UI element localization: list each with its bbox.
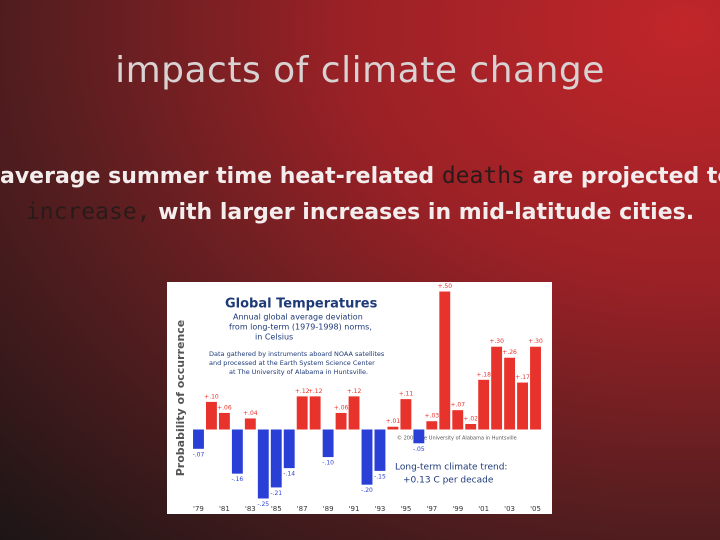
value-label: -.05 <box>413 446 425 453</box>
value-label: +.50 <box>437 283 452 290</box>
value-label: -.25 <box>257 501 269 508</box>
x-tick-label: '01 <box>478 505 489 513</box>
bar <box>387 426 399 430</box>
value-label: +.26 <box>502 349 517 356</box>
value-label: -.14 <box>283 471 295 478</box>
value-label: +.02 <box>463 415 478 422</box>
value-label: +.06 <box>334 404 349 411</box>
bar <box>231 429 243 474</box>
bar <box>348 396 360 430</box>
bar <box>296 396 308 430</box>
value-label: -.15 <box>374 473 386 480</box>
x-tick-label: '79 <box>193 505 204 513</box>
value-label: +.12 <box>347 388 362 395</box>
value-label: +.04 <box>243 410 258 417</box>
x-tick-label: '91 <box>349 505 360 513</box>
chart: Probability of occurrence Global Tempera… <box>167 282 552 514</box>
body-line: increase, with larger increases in mid-l… <box>0 199 720 225</box>
x-tick-label: '93 <box>375 505 386 513</box>
bar <box>400 399 412 430</box>
value-label: +.12 <box>295 388 310 395</box>
bar <box>452 410 464 430</box>
value-label: -.16 <box>232 476 244 483</box>
chart-note: and processed at the Earth System Scienc… <box>209 359 375 367</box>
slide-title: impacts of climate change <box>115 50 605 91</box>
value-label: +.12 <box>308 388 323 395</box>
bar <box>465 423 477 430</box>
bar <box>218 412 230 430</box>
chart-subtitle: from long-term (1979-1998) norms, <box>229 323 372 332</box>
body-text: are projected to <box>524 164 720 189</box>
copyright: © 2003 The University of Alabama in Hunt… <box>397 435 517 442</box>
bar <box>361 429 373 485</box>
chart-subtitle: Annual global average deviation <box>233 313 363 322</box>
bar <box>322 429 334 458</box>
value-label: -.21 <box>270 490 282 497</box>
value-label: +.30 <box>489 338 504 345</box>
x-tick-label: '85 <box>271 505 282 513</box>
bar <box>478 379 490 430</box>
x-tick-label: '97 <box>426 505 437 513</box>
body-emphasis: increase, <box>25 199 151 225</box>
x-tick-label: '95 <box>400 505 411 513</box>
value-label: +.17 <box>515 374 530 381</box>
bar <box>517 382 528 430</box>
bar <box>257 429 269 499</box>
value-label: -.10 <box>322 460 334 467</box>
chart-title: Global Temperatures <box>225 297 378 312</box>
x-tick-label: '03 <box>504 505 515 513</box>
chart-note: Data gathered by instruments aboard NOAA… <box>209 350 385 358</box>
trend-note: Long-term climate trend: <box>395 463 507 473</box>
value-label: +.07 <box>450 402 465 409</box>
value-label: -.20 <box>361 487 373 494</box>
bar <box>283 429 295 469</box>
value-label: +.01 <box>386 418 401 425</box>
x-tick-label: '99 <box>452 505 463 513</box>
value-label: +.18 <box>476 371 491 378</box>
bar <box>504 357 516 430</box>
bar <box>244 418 256 430</box>
x-tick-label: '87 <box>297 505 308 513</box>
value-label: +.10 <box>204 393 219 400</box>
x-tick-label: '83 <box>245 505 256 513</box>
bar <box>491 346 503 430</box>
bar <box>206 401 217 430</box>
bar <box>413 429 425 444</box>
bar <box>309 396 321 430</box>
body-text: with larger increases in mid-latitude ci… <box>150 200 695 225</box>
chart-subtitle: in Celsius <box>255 333 293 342</box>
bar <box>439 291 451 430</box>
bar <box>335 412 347 430</box>
x-tick-label: '81 <box>219 505 230 513</box>
value-label: +.30 <box>528 338 543 345</box>
value-label: -.07 <box>193 451 205 458</box>
trend-note: +0.13 C per decade <box>403 476 494 486</box>
body-emphasis: deaths <box>441 163 525 189</box>
bar <box>530 346 541 430</box>
bar <box>270 429 282 488</box>
chart-note: at The University of Alabama in Huntsvil… <box>229 368 368 376</box>
y-axis-label: Probability of occurrence <box>174 320 187 477</box>
value-label: +.11 <box>399 391 414 398</box>
body-line: average summer time heat-related deaths … <box>0 163 720 189</box>
x-tick-label: '05 <box>530 505 541 513</box>
body-text: average summer time heat-related <box>0 164 442 189</box>
x-tick-label: '89 <box>323 505 334 513</box>
value-label: +.03 <box>425 413 440 420</box>
value-label: +.06 <box>217 404 232 411</box>
bar <box>193 429 204 449</box>
bar <box>426 421 438 430</box>
bar <box>374 429 386 471</box>
